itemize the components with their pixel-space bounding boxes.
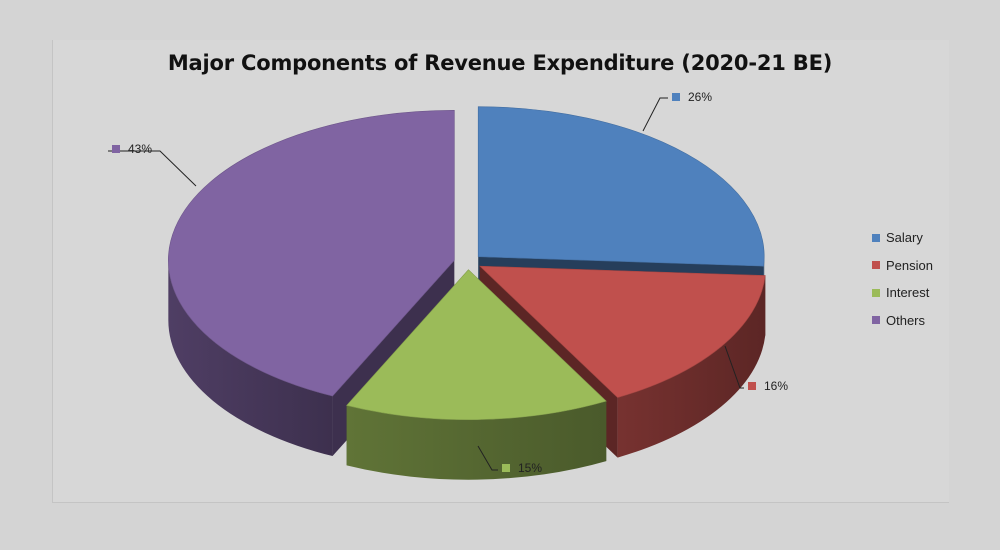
pension-slice-side	[617, 275, 766, 458]
others-slice	[168, 110, 455, 397]
interest-label-swatch	[502, 464, 510, 472]
legend-item-pension: Pension	[872, 252, 962, 280]
others-leader-line	[108, 150, 197, 187]
others-data-label: 43%	[112, 142, 152, 156]
legend-swatch	[872, 261, 880, 270]
salary-slice	[477, 106, 765, 267]
salary-label-swatch	[672, 93, 680, 101]
salary-label-text: 26%	[688, 90, 713, 104]
interest-data-label: 15%	[502, 461, 542, 475]
interest-slice-side	[346, 401, 607, 480]
salary-data-label: 26%	[672, 90, 712, 104]
legend-label: Pension	[886, 257, 933, 273]
legend-label: Salary	[886, 230, 923, 246]
interest-leader-line	[477, 445, 498, 471]
pension-label-text: 16%	[764, 379, 789, 393]
legend-swatch	[872, 288, 880, 297]
interest-label-text: 15%	[518, 461, 543, 475]
pension-data-label: 16%	[748, 379, 788, 393]
others-label-swatch	[112, 145, 120, 153]
pension-slice	[479, 265, 766, 398]
legend-label: Others	[886, 312, 926, 328]
legend-swatch	[872, 233, 880, 242]
interest-slice	[346, 269, 607, 420]
pension-label-swatch	[748, 382, 756, 390]
pie-tops	[168, 106, 766, 420]
others-label-text: 43%	[128, 142, 153, 156]
salary-leader-line	[642, 97, 668, 132]
legend-item-salary: Salary	[872, 224, 962, 252]
legend: Salary Pension Interest Others	[872, 224, 962, 334]
legend-swatch	[872, 316, 880, 325]
legend-label: Interest	[886, 285, 930, 301]
pension-leader-line	[724, 345, 744, 389]
legend-item-interest: Interest	[872, 279, 962, 307]
legend-item-others: Others	[872, 307, 962, 335]
chart-title: Major Components of Revenue Expenditure …	[167, 51, 833, 75]
others-slice-side	[168, 260, 333, 457]
